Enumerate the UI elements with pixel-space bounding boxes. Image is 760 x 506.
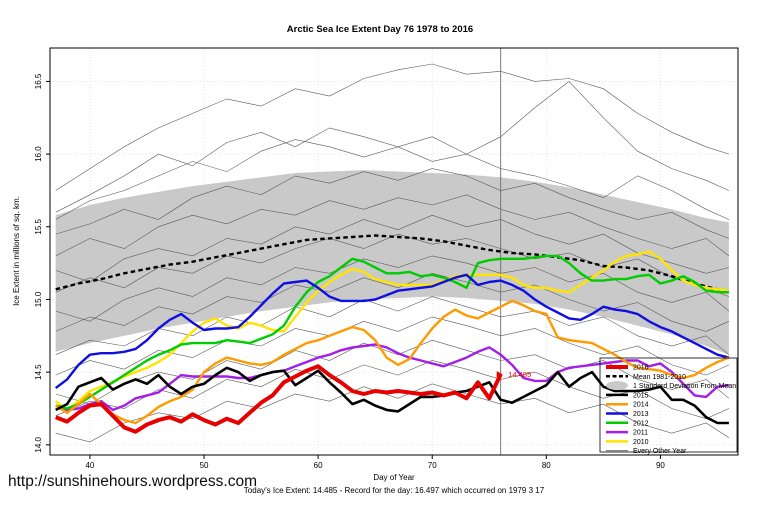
background-year-line — [55, 255, 730, 322]
chart-title: Arctic Sea Ice Extent Day 76 1978 to 201… — [286, 24, 474, 35]
background-year-line — [55, 316, 730, 376]
x-tick-label: 50 — [200, 461, 209, 470]
series-line-2013 — [54, 273, 730, 390]
legend-label: 2014 — [633, 402, 649, 409]
legend: 2016 Mean 1981-2010 1 Standard Deviation F… — [599, 357, 738, 455]
background-year-line — [55, 168, 730, 239]
mean-line — [55, 234, 730, 294]
x-tick-label: 60 — [314, 461, 323, 470]
y-tick-label: 14.5 — [34, 364, 43, 380]
series-line-2014 — [55, 299, 730, 425]
background-year-line — [55, 214, 729, 283]
current-value-annotation: 14.485 — [496, 370, 531, 379]
legend-label: 2010 — [633, 439, 649, 446]
background-year-line — [55, 63, 729, 191]
legend-label: Every Other Year — [633, 448, 687, 455]
legend-label: 2012 — [633, 420, 649, 427]
background-year-line — [55, 296, 730, 355]
legend-label: 2013 — [633, 411, 649, 418]
x-tick-label: 70 — [428, 461, 437, 470]
legend-label: 2015 — [633, 392, 649, 399]
background-year-line — [55, 339, 730, 405]
y-tick-label: 15.5 — [34, 218, 43, 234]
legend-label: 2011 — [633, 430, 648, 437]
series-line-2015 — [55, 366, 729, 425]
series-line-2010 — [54, 250, 730, 412]
legend-swatch-sd-band — [606, 381, 628, 391]
series-line-2012 — [55, 254, 729, 410]
background-year-line — [55, 139, 730, 220]
background-year-line — [55, 194, 730, 257]
y-tick-label: 15.0 — [34, 291, 43, 307]
legend-label: Mean 1981-2010 — [633, 374, 686, 381]
legend-label: 1 Standard Deviation From Mean — [633, 383, 736, 390]
x-tick-label: 80 — [542, 461, 551, 470]
background-year-line — [55, 383, 730, 443]
x-tick-label: 90 — [656, 461, 665, 470]
y-axis-label: Ice Extent in millions of sq. km. — [12, 196, 21, 306]
y-tick-label: 16.5 — [34, 73, 43, 89]
y-tick-label: 16.0 — [34, 146, 43, 162]
background-year-line — [55, 233, 730, 297]
legend-label: 2016 — [633, 365, 649, 372]
x-axis-label: Day of Year — [373, 473, 415, 482]
background-year-line — [55, 360, 730, 420]
x-tick-label: 40 — [85, 461, 94, 470]
plot-border — [49, 47, 739, 456]
annotation-value: 14.485 — [508, 370, 531, 379]
legend-box — [599, 357, 738, 453]
axis-ticks: 40 50 60 70 80 90 14.0 14.5 15.0 15.5 16.0 16.5 — [34, 73, 665, 470]
footer-caption: Today's Ice Extent: 14.485 - Record for … — [243, 486, 545, 495]
y-tick-label: 14.0 — [34, 436, 43, 452]
sd-band — [55, 170, 729, 355]
background-year-line — [55, 272, 730, 332]
year-series — [54, 250, 730, 434]
footer-url: http://sunshinehours.wordpress.com — [8, 473, 257, 490]
every-other-year-lines — [55, 63, 730, 443]
series-line-2016 — [54, 364, 503, 434]
